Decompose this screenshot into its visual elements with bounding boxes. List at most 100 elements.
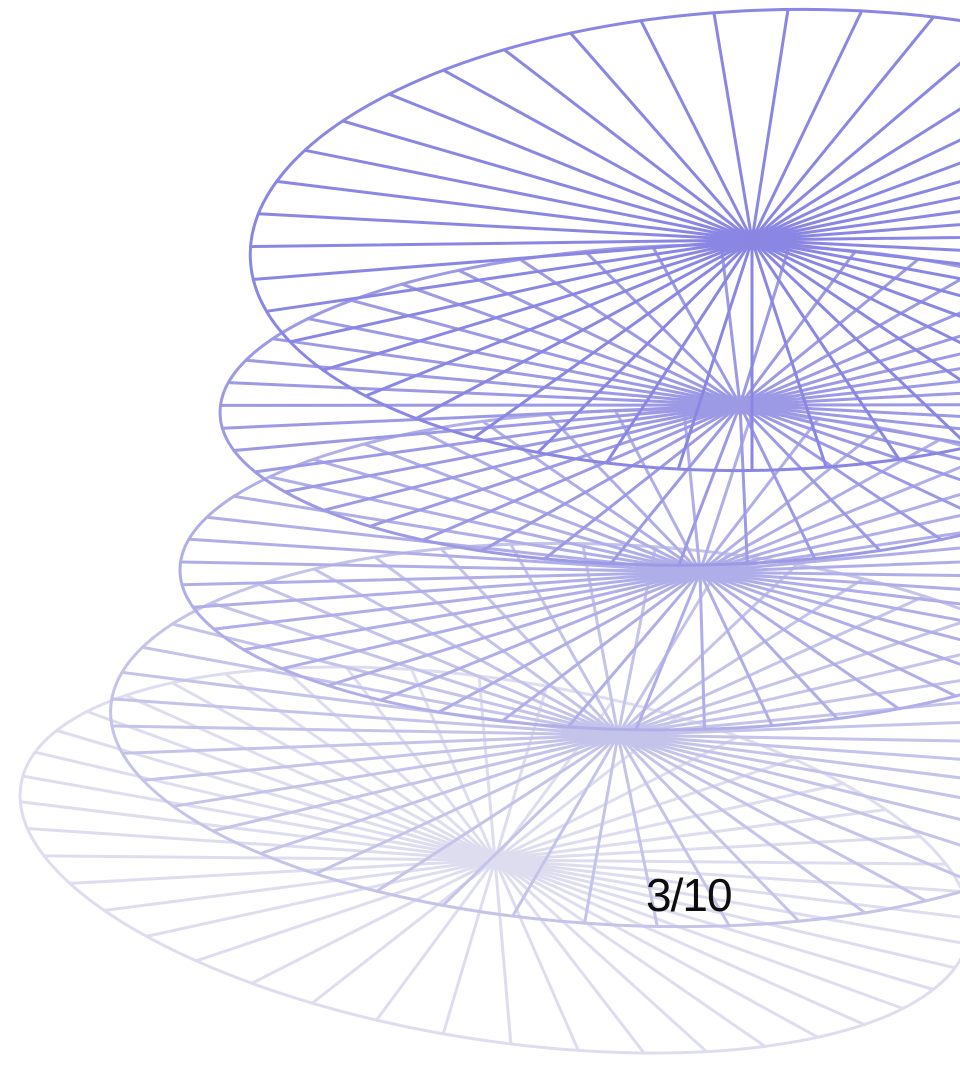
- ring-spoke: [616, 733, 960, 800]
- ring-spoke: [569, 31, 754, 242]
- ring-spoke: [140, 645, 620, 737]
- ring-hub: [742, 230, 762, 250]
- ring-spoke: [414, 238, 754, 420]
- ring-spoke: [750, 223, 960, 242]
- ring-spoke: [750, 161, 960, 242]
- ring-spoke: [616, 552, 729, 737]
- ring-spoke: [171, 733, 620, 808]
- ring-spoke: [750, 238, 828, 469]
- ring-spoke: [698, 570, 706, 731]
- ring-spoke: [379, 570, 702, 702]
- ring-spoke: [511, 733, 620, 918]
- ring-spoke: [698, 570, 958, 698]
- ring-spoke: [616, 733, 960, 879]
- ring-spoke: [303, 148, 754, 242]
- ring-spoke: [493, 858, 948, 866]
- ring-spoke: [546, 412, 702, 574]
- ring-spoke: [719, 243, 742, 407]
- ring-spoke: [493, 735, 740, 862]
- ring-hub: [730, 395, 750, 415]
- ring-spoke: [33, 750, 497, 862]
- ring-spoke: [410, 668, 497, 862]
- ring-spoke: [179, 560, 702, 574]
- ring-spoke: [268, 475, 702, 574]
- ring-spoke: [322, 403, 742, 512]
- ring-spoke: [750, 61, 960, 242]
- ring-spoke: [194, 858, 497, 963]
- ring-spoke: [712, 11, 754, 242]
- ring-spoke: [321, 238, 754, 372]
- ring-spoke: [616, 733, 867, 915]
- ring-spoke: [750, 15, 936, 242]
- ring-spoke: [566, 570, 702, 729]
- ring-spoke: [493, 835, 922, 862]
- ring-spoke: [738, 403, 960, 510]
- ring-spoke: [493, 858, 820, 1039]
- ring-spoke: [616, 720, 960, 737]
- ring-spoke: [18, 800, 497, 862]
- ring-spoke: [493, 858, 767, 1048]
- ring-spoke: [373, 555, 620, 737]
- ring-spoke: [676, 238, 754, 471]
- ring-spoke: [536, 238, 754, 454]
- ring-spoke: [616, 653, 960, 737]
- ring-spoke: [750, 8, 790, 242]
- ring-spoke: [750, 195, 960, 242]
- ring-spoke: [493, 858, 960, 893]
- ring-spoke: [124, 694, 497, 862]
- ring-spoke: [750, 238, 960, 382]
- ring-spoke: [682, 408, 702, 574]
- ring-spoke: [326, 570, 702, 687]
- ring-spoke: [738, 379, 960, 407]
- ring-spoke: [738, 334, 960, 407]
- ring-spoke: [616, 733, 731, 928]
- ring-spoke: [609, 403, 742, 566]
- ring-spoke: [698, 426, 883, 574]
- ring-spoke: [253, 403, 742, 474]
- ring-spoke: [102, 858, 497, 912]
- ring-spoke: [616, 733, 928, 903]
- ring-spoke: [493, 858, 709, 1054]
- ring-spoke: [698, 570, 839, 721]
- ring-spoke: [750, 238, 960, 266]
- ring-spoke: [368, 403, 742, 528]
- ring-spoke: [280, 570, 702, 671]
- ring-spoke: [251, 238, 754, 281]
- ring-spoke: [226, 381, 742, 407]
- ring-spoke: [750, 9, 864, 242]
- ring-spoke: [750, 238, 960, 281]
- ring-spoke: [441, 733, 620, 907]
- ring-spoke: [738, 403, 749, 565]
- ring-spoke: [256, 212, 754, 242]
- ring-spoke: [223, 672, 497, 862]
- ring-spoke: [180, 570, 702, 587]
- ring-spoke: [698, 570, 960, 606]
- ring-spoke: [375, 858, 497, 1022]
- ring-spoke: [750, 107, 960, 242]
- ring-spoke: [698, 570, 960, 622]
- ring-spoke: [698, 493, 960, 574]
- ring-spoke: [500, 570, 702, 723]
- ring-spoke: [21, 774, 497, 862]
- ring-spoke: [375, 733, 620, 893]
- ring-spoke: [738, 403, 943, 542]
- ring-spoke: [738, 403, 960, 418]
- ring-spoke: [249, 238, 754, 249]
- ring-hub: [690, 562, 710, 582]
- ring-rim: [248, 7, 960, 473]
- ring-spoke: [750, 210, 960, 242]
- ring-spoke: [211, 733, 620, 833]
- ring-spoke: [738, 367, 960, 407]
- ring-spoke: [698, 411, 754, 574]
- ring-spoke: [750, 238, 960, 318]
- ring-spoke: [677, 403, 742, 567]
- ring-spoke: [698, 570, 960, 642]
- ring-spoke: [750, 235, 960, 242]
- ring-spoke: [493, 858, 866, 1026]
- ring-spoke: [437, 570, 702, 714]
- ring-spoke: [250, 858, 497, 985]
- ring-spoke: [314, 733, 620, 876]
- ring-spoke: [698, 570, 901, 711]
